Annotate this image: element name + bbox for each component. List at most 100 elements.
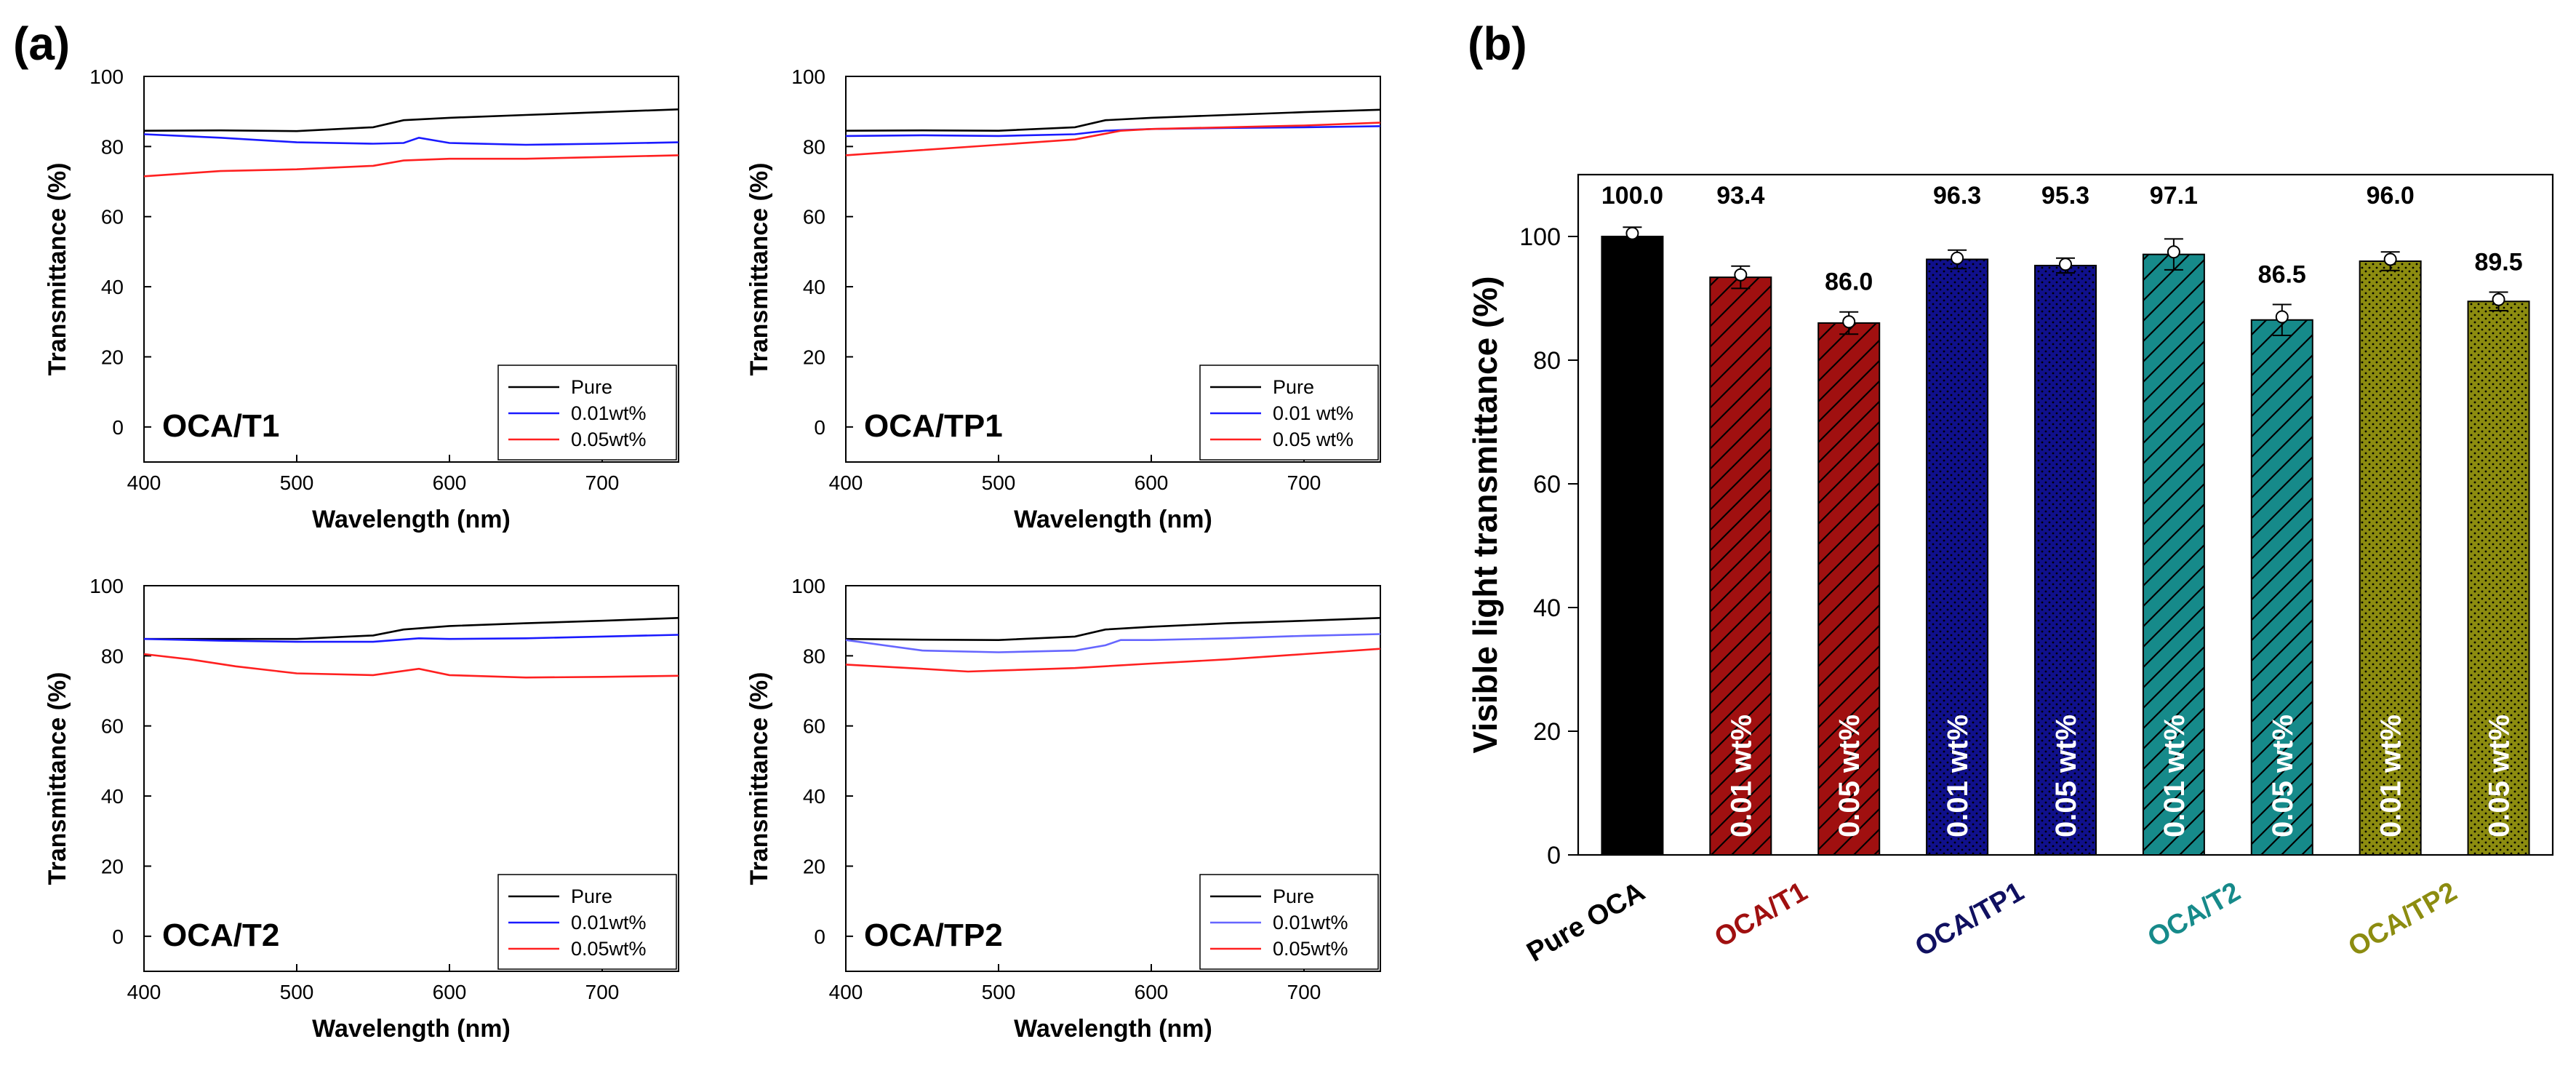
line-chart-4: 400 500 600 700 0 20 40 60 80 100 Wavelength (nm) T… [745,575,1381,1043]
bar-inside-label: 0.05 wt% [2050,714,2082,837]
x-axis-label: Wavelength (nm) [312,506,511,533]
bar-value-label: 86.5 [2258,261,2306,289]
x-axis-label: Wavelength (nm) [1014,506,1212,533]
legend-label: 0.01wt% [1273,912,1348,933]
y-tick-label: 60 [803,206,825,228]
y-tick-label: 80 [803,645,825,667]
bar-inside-label: 0.05 wt% [2267,714,2299,837]
bar-group: 96.0 0.01 wt% [2359,182,2422,856]
plot-frame [143,585,679,972]
legend: Pure 0.01wt% 0.05wt% [1199,874,1379,970]
series-line [143,634,679,643]
y-tick-label: 0 [814,416,825,439]
y-tick-label: 100 [791,575,825,597]
plot-frame [143,76,679,463]
legend-label: 0.01wt% [571,912,647,933]
mean-marker [1625,226,1639,240]
legend-label: 0.05 wt% [1273,429,1353,450]
bar-inside-label: 0.05 wt% [2484,714,2516,837]
x-tick-label: 600 [433,471,467,494]
x-tick-label: 500 [982,471,1016,494]
y-axis-label: Transmittance (%) [44,672,71,885]
y-tick-label: 80 [803,135,825,158]
bar-value-label: 97.1 [2150,182,2198,210]
x-tick-label: 700 [1287,981,1321,1003]
legend-label: 0.01wt% [571,402,647,424]
bar-hatch [1818,323,1880,855]
y-axis-label: Transmittance (%) [745,163,773,376]
mean-marker [1842,315,1856,329]
x-tick-label: 500 [280,471,314,494]
series-line [845,122,1381,156]
bar-inside-label: 0.01 wt% [1725,714,1757,837]
y-tick-label: 100 [791,65,825,88]
series-line [143,653,679,679]
category-label: OCA/T2 [2143,876,2246,953]
y-tick-label: 20 [101,855,124,877]
series-line [143,108,679,132]
x-tick-label: 500 [982,981,1016,1003]
bar-dots [1927,259,1988,855]
category-label: OCA/TP2 [2343,876,2463,963]
bar-inside-label: 0.01 wt% [2159,714,2191,837]
plot-frame [845,585,1381,972]
x-tick-label: 400 [829,981,863,1003]
bar-group: 86.5 0.05 wt% [2250,261,2313,856]
bar-chart-panel: 0 20 40 60 80 100 Visible light transmittance … [1466,173,2554,968]
bar [1601,236,1664,856]
sample-tag: OCA/TP2 [864,917,1003,953]
line-chart-2: 400 500 600 700 0 20 40 60 80 100 Wavelength (nm) T… [745,65,1381,533]
legend-label: Pure [571,885,612,907]
bar-hatch [2143,254,2204,855]
bar-value-label: 100.0 [1601,182,1663,210]
x-tick-label: 400 [829,471,863,494]
y-tick-label: 60 [101,715,124,738]
bar-value-label: 89.5 [2474,249,2522,276]
sample-tag: OCA/TP1 [864,408,1003,444]
x-tick-label: 600 [1135,981,1169,1003]
mean-marker [2275,310,2289,324]
mean-marker [2492,292,2505,306]
legend-label: 0.05wt% [571,938,647,960]
category-label: OCA/T1 [1710,876,1813,953]
line-chart-1: 400 500 600 700 0 20 40 60 80 100 Wavelength (nm) T… [44,65,679,533]
y-tick-label: 40 [1533,594,1561,622]
y-axis-label: Transmittance (%) [44,163,71,376]
legend-label: 0.01 wt% [1273,402,1353,424]
mean-marker [2059,258,2072,271]
x-tick-label: 700 [585,981,620,1003]
y-tick-label: 60 [803,715,825,738]
mean-marker [1734,268,1748,282]
x-tick-label: 700 [1287,471,1321,494]
bar-value-label: 96.0 [2367,182,2415,210]
bar-dots [2468,301,2529,855]
panel-a-label: (a) [13,17,70,70]
mean-marker [2383,252,2397,266]
bar-value-label: 95.3 [2041,182,2089,210]
bar-group: 86.0 0.05 wt% [1817,268,1881,856]
y-tick-label: 20 [803,855,825,877]
x-tick-label: 600 [1135,471,1169,494]
y-tick-label: 80 [1533,347,1561,375]
plot-frame [845,76,1381,463]
y-tick-label: 60 [1533,471,1561,498]
series-line [144,617,679,640]
y-tick-label: 80 [101,135,124,158]
legend: Pure 0.01wt% 0.05wt% [497,874,677,970]
series-line [845,617,1381,642]
y-tick-label: 40 [101,276,124,298]
y-tick-label: 0 [112,416,124,439]
bar-value-label: 93.4 [1716,182,1764,210]
y-tick-label: 0 [814,925,825,948]
bar-value-label: 96.3 [1933,182,1981,210]
y-tick-label: 60 [101,206,124,228]
bar-group: 93.4 0.01 wt% [1709,182,1772,856]
line-chart-3: 400 500 600 700 0 20 40 60 80 100 Wavelength (nm) T… [44,575,679,1043]
bar-inside-label: 0.01 wt% [2375,714,2407,837]
category-label: OCA/TP1 [1910,876,2029,963]
series-line [845,648,1381,673]
y-axis-label: Visible light transmittance (%) [1466,276,1504,753]
category-label: Pure OCA [1522,876,1650,968]
y-tick-label: 100 [89,575,124,597]
